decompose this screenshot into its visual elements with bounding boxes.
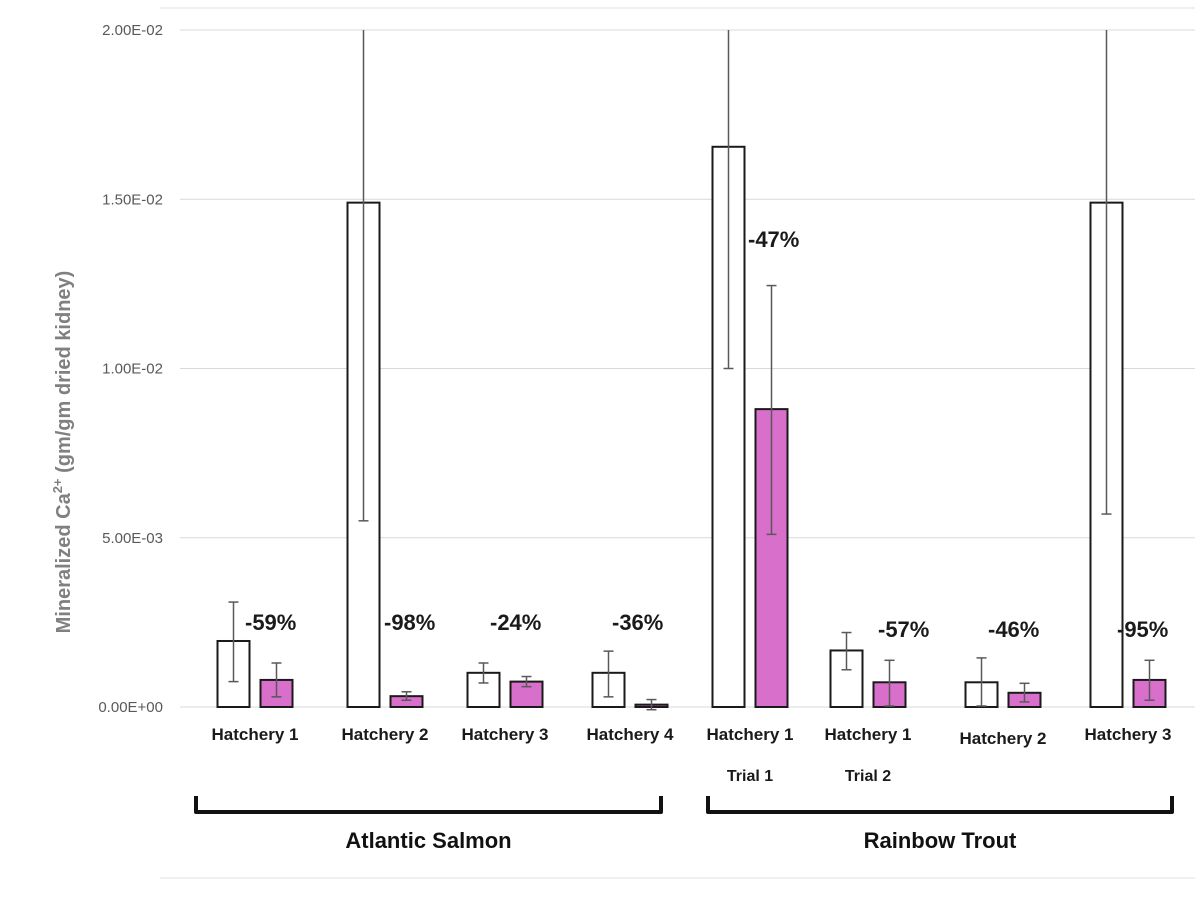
percent-labels: -59% -98% -24% -36% -47% -57% -46% -95% xyxy=(245,227,1168,642)
x-category-label: Hatchery 2 xyxy=(960,729,1047,748)
y-axis-label-main: Mineralized Ca xyxy=(53,492,75,633)
percent-change-label: -59% xyxy=(245,610,296,635)
x-category-label: Hatchery 1 xyxy=(825,725,912,744)
y-axis-label: Mineralized Ca2+ (gm/gm dried kidney) xyxy=(50,271,75,634)
group-bracket xyxy=(194,796,663,814)
x-category-label: Hatchery 2 xyxy=(342,725,429,744)
y-axis-label-unit: (gm/gm dried kidney) xyxy=(53,271,75,479)
x-category-sublabel: Trial 2 xyxy=(845,768,891,785)
error-bars xyxy=(228,30,1155,711)
y-tick-label: 0.00E+00 xyxy=(98,699,163,716)
x-category-label: Hatchery 1 xyxy=(707,725,794,744)
y-axis-ticks: 0.00E+00 5.00E-03 1.00E-02 1.50E-02 2.00E-02 xyxy=(98,22,163,716)
percent-change-label: -46% xyxy=(988,617,1039,642)
group-label: Rainbow Trout xyxy=(864,828,1017,853)
y-tick-label: 5.00E-03 xyxy=(102,530,163,547)
x-category-sublabel: Trial 1 xyxy=(727,768,773,785)
category-labels: Hatchery 1 Hatchery 2 Hatchery 3 Hatchery 4… xyxy=(212,725,1172,785)
x-category-label: Hatchery 4 xyxy=(587,725,674,744)
y-tick-label: 1.00E-02 xyxy=(102,361,163,378)
percent-change-label: -57% xyxy=(878,617,929,642)
x-category-label: Hatchery 1 xyxy=(212,725,299,744)
x-category-label: Hatchery 3 xyxy=(462,725,549,744)
group-label: Atlantic Salmon xyxy=(345,828,511,853)
percent-change-label: -47% xyxy=(748,227,799,252)
percent-change-label: -24% xyxy=(490,610,541,635)
y-axis-label-superscript: 2+ xyxy=(50,478,65,493)
group-bracket xyxy=(706,796,1174,814)
x-category-label: Hatchery 3 xyxy=(1085,725,1172,744)
gridlines xyxy=(180,29,1195,708)
y-tick-label: 2.00E-02 xyxy=(102,22,163,39)
percent-change-label: -36% xyxy=(612,610,663,635)
percent-change-label: -98% xyxy=(384,610,435,635)
y-tick-label: 1.50E-02 xyxy=(102,191,163,208)
percent-change-label: -95% xyxy=(1117,617,1168,642)
chart-frame xyxy=(160,7,1195,879)
group-brackets: Atlantic Salmon Rainbow Trout xyxy=(194,796,1174,853)
